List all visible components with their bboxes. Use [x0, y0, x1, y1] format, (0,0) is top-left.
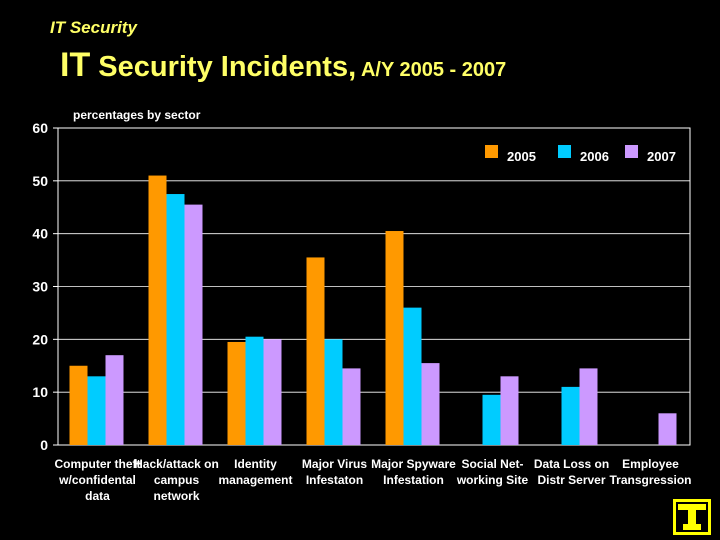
x-category-label: Data Loss on Distr Server	[534, 457, 609, 487]
legend-swatch-2006	[558, 145, 571, 158]
bar-2005-3	[306, 257, 325, 445]
x-category-label: Major Spyware Infestation	[371, 457, 456, 487]
y-tick-label: 60	[32, 120, 48, 136]
bar-2006-2	[245, 336, 264, 445]
y-tick-label: 50	[32, 173, 48, 189]
x-category-label: Social Net-working Site	[456, 457, 529, 487]
legend-label-2006: 2006	[580, 149, 609, 164]
legend-label-2005: 2005	[507, 149, 536, 164]
legend-label-2007: 2007	[647, 149, 676, 164]
chart-subtitle: percentages by sector	[73, 108, 201, 122]
x-category-label: Hack/attack on campus network	[134, 457, 219, 503]
bar-2006-6	[561, 386, 580, 445]
y-tick-label: 40	[32, 226, 48, 242]
slide-kicker: IT Security	[50, 18, 137, 37]
y-tick-label: 0	[40, 437, 48, 453]
bar-2007-3	[342, 368, 361, 445]
bar-2006-4	[403, 307, 422, 445]
bar-2007-0	[105, 355, 124, 445]
x-category-label: Major Virus Infestaton	[302, 457, 367, 487]
bar-2007-7	[658, 413, 677, 445]
bar-2005-2	[227, 341, 246, 445]
title-part-years: A/Y 2005 - 2007	[356, 59, 507, 81]
keyhole-shield-icon	[673, 499, 711, 535]
bar-2007-5	[500, 376, 519, 445]
bar-2007-2	[263, 339, 282, 445]
bar-2005-0	[69, 365, 88, 445]
y-tick-label: 20	[32, 331, 48, 347]
bar-2005-4	[385, 231, 404, 445]
x-category-label: Identity management	[218, 457, 292, 487]
x-category-label: Employee Transgression	[609, 457, 691, 487]
bar-2007-6	[579, 368, 598, 445]
y-tick-label: 30	[32, 279, 48, 295]
bar-2006-5	[482, 394, 501, 445]
bar-2006-3	[324, 339, 343, 445]
bar-2006-0	[87, 376, 106, 445]
bar-2007-1	[184, 204, 203, 445]
bar-2006-1	[166, 194, 185, 445]
y-tick-label: 10	[32, 384, 48, 400]
slide-title: IT Security Incidents, A/Y 2005 - 2007	[60, 46, 506, 85]
title-part-it: IT	[60, 46, 91, 84]
title-part-incidents: Security Incidents	[90, 51, 349, 83]
bar-2005-1	[148, 175, 167, 446]
legend-swatch-2007	[625, 145, 638, 158]
title-part-comma: ,	[348, 51, 357, 83]
bar-2007-4	[421, 363, 440, 445]
x-category-label: Computer theft w/confidental data	[55, 457, 141, 503]
legend-swatch-2005	[485, 145, 498, 158]
